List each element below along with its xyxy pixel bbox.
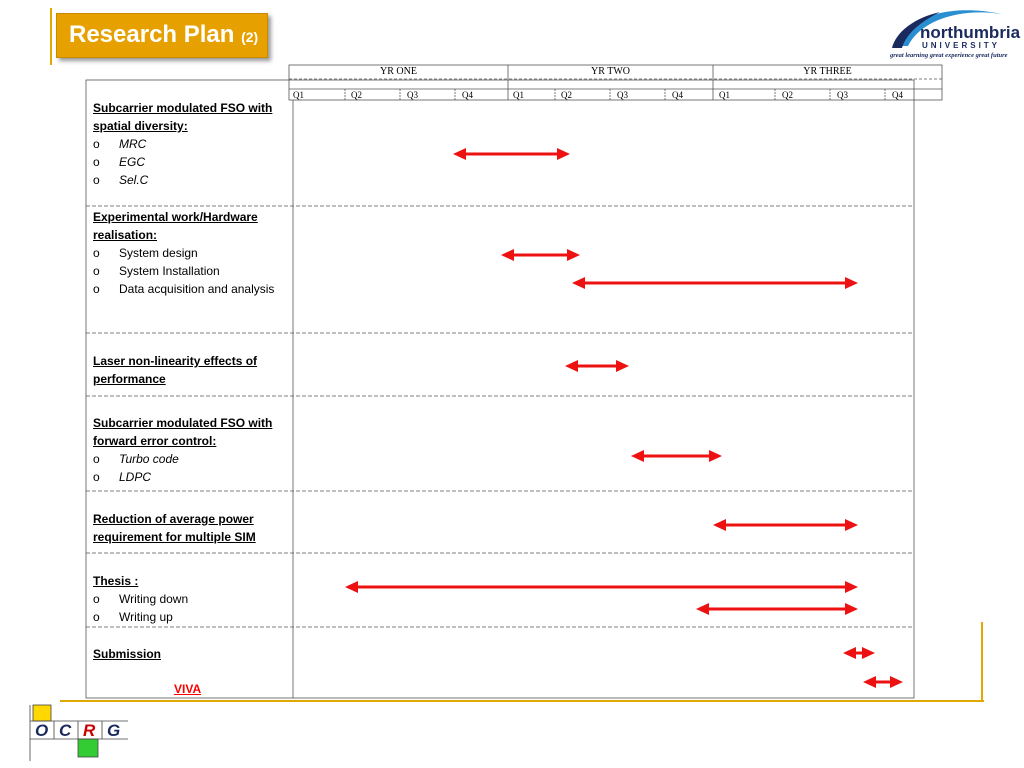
task-thesis: Thesis : o Writing down o Writing up [93,572,283,626]
timeline-arrow [565,360,629,372]
task-hardware: Experimental work/Hardware realisation: … [93,208,283,298]
task-item: Turbo code [119,452,179,466]
year-header: YR ONE [380,66,417,77]
timeline-arrow [631,450,722,462]
row-dividers [86,205,914,628]
bullet-icon: o [93,452,100,466]
ocrg-letter: O [35,721,48,740]
timeline-arrow [696,603,858,615]
ocrg-logo-icon: O C R G [29,704,128,761]
slide-title-suffix: (2) [241,29,259,45]
task-heading: Thesis : [93,574,139,588]
task-laser: Laser non-linearity effects of performan… [93,352,283,388]
timeline-arrow [345,581,858,593]
quarter-label: Q3 [617,90,628,100]
quarter-label: Q4 [462,90,473,100]
task-power: Reduction of average power requirement f… [93,510,283,546]
quarter-label: Q3 [837,90,848,100]
quarter-label: Q3 [407,90,418,100]
bullet-icon: o [93,592,100,606]
gantt-table-border [85,79,915,699]
task-heading: Subcarrier modulated FSO with forward er… [93,416,273,448]
frame-line-left [50,8,52,65]
quarter-ticks [344,89,886,100]
task-item: Writing up [119,610,173,624]
bullet-icon: o [93,173,100,187]
university-logo: northumbria UNIVERSITY great learning gr… [884,0,1024,62]
logo-subtitle: UNIVERSITY [922,41,1001,50]
timeline-arrow [863,676,903,688]
task-heading: Reduction of average power requirement f… [93,512,256,544]
timeline-arrow [501,249,580,261]
timeline-arrow [713,519,858,531]
ocrg-letter: R [83,721,96,740]
timeline-arrow [453,148,570,160]
quarter-label: Q4 [892,90,903,100]
ocrg-letter: G [107,721,120,740]
task-item: Sel.C [119,173,149,187]
ocrg-logo: O C R G [28,703,138,763]
task-item: MRC [119,137,147,151]
task-item: LDPC [119,470,152,484]
ocrg-letter: C [59,721,72,740]
task-heading: Subcarrier modulated FSO with spatial di… [93,101,273,133]
frame-line-right [981,622,983,702]
quarter-label: Q4 [672,90,683,100]
timeline-arrows [345,148,903,688]
task-item: Writing down [119,592,189,606]
timeline-arrow [843,647,875,659]
task-item: System Installation [119,264,220,278]
quarter-label: Q2 [351,90,362,100]
logo-wordmark: northumbria [920,23,1021,42]
year-header: YR THREE [803,66,852,77]
slide-title-text: Research Plan [69,21,235,48]
bullet-icon: o [93,610,100,624]
slide-title-box: Research Plan (2) [56,13,268,58]
bullet-icon: o [93,264,100,278]
logo-swoosh-icon [892,10,1002,48]
bullet-icon: o [93,282,100,296]
task-item: System design [119,246,198,260]
quarter-label: Q1 [513,90,524,100]
bullet-icon: o [93,155,100,169]
gantt-header-box [288,64,943,101]
bullet-icon: o [93,246,100,260]
task-heading: Experimental work/Hardware realisation: [93,210,258,242]
bullet-icon: o [93,470,100,484]
timeline-arrow [572,277,858,289]
viva-label: VIVA [174,682,202,696]
slide-title: Research Plan (2) [69,21,258,49]
frame-line-bottom [60,700,984,702]
quarter-label: Q2 [561,90,572,100]
task-submission: Submission [93,645,283,663]
quarter-label: Q1 [293,90,304,100]
quarter-label: Q2 [782,90,793,100]
task-item: EGC [119,155,146,169]
task-fec: Subcarrier modulated FSO with forward er… [93,414,283,486]
task-item: Data acquisition and analysis [119,282,275,296]
task-spatial-diversity: Subcarrier modulated FSO with spatial di… [93,99,283,189]
year-header: YR TWO [591,66,630,77]
quarter-label: Q1 [719,90,730,100]
bullet-icon: o [93,137,100,151]
task-heading: Submission [93,647,162,661]
logo-tagline: great learning great experience great fu… [890,52,1008,59]
task-heading: Laser non-linearity effects of performan… [93,354,258,386]
